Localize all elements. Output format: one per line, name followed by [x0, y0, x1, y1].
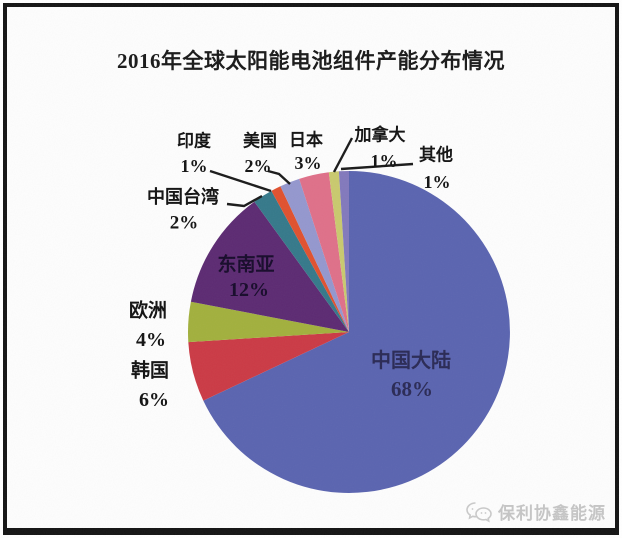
photo-grain-overlay [8, 8, 614, 528]
watermark: 保利协鑫能源 [465, 499, 606, 524]
chat-bubbles-logo-icon [466, 501, 492, 522]
watermark-text: 保利协鑫能源 [498, 504, 606, 523]
